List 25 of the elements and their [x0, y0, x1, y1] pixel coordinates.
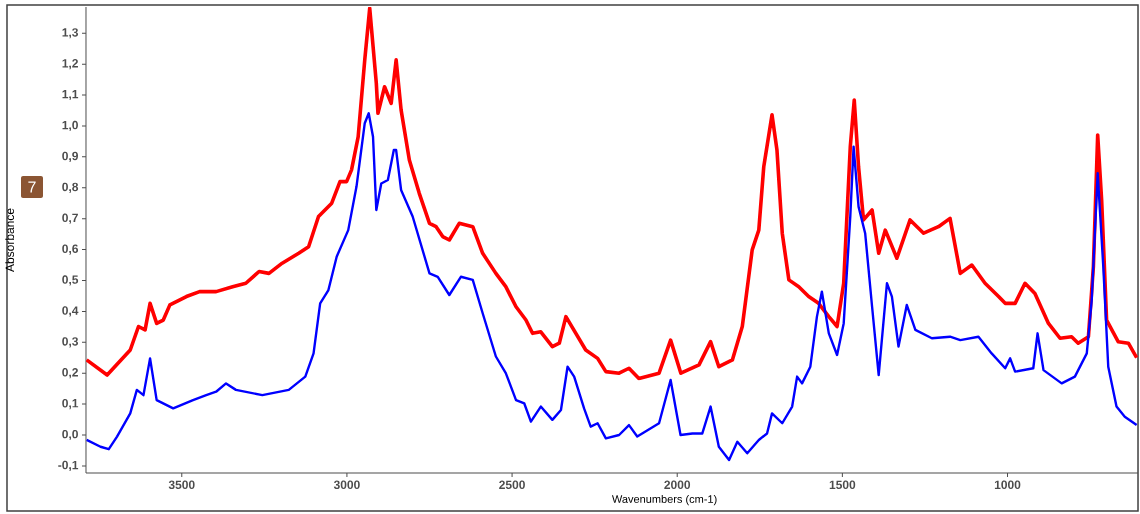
- x-tick-label: 3500: [168, 480, 195, 490]
- x-tick-label: 1500: [829, 480, 856, 490]
- y-tick-label: 0,2: [62, 368, 78, 379]
- y-tick-label: 0,7: [62, 213, 78, 224]
- line-series: [85, 112, 1138, 462]
- x-tick-label: 2500: [499, 480, 525, 490]
- y-tick-label: 0,0: [62, 429, 78, 441]
- y-tick-label: -0,1: [58, 460, 79, 471]
- y-tick-label: 0,4: [62, 306, 79, 317]
- y-tick-label: 0,3: [62, 337, 79, 348]
- x-tick-label: 2000: [664, 480, 691, 490]
- y-tick-label: 1,0: [62, 120, 78, 132]
- x-tick-label: 3000: [333, 480, 360, 490]
- y-tick-label: 1,2: [62, 59, 78, 70]
- y-tick-label: 0,6: [62, 244, 79, 255]
- y-axis-title: Absorbance: [5, 208, 15, 272]
- y-tick-label: 0,1: [62, 398, 79, 410]
- y-tick-label: 0,9: [62, 151, 79, 162]
- y-tick-label: 0,8: [62, 182, 79, 193]
- x-tick-label: 1000: [994, 480, 1021, 490]
- x-axis-title: Wavenumbers (cm-1): [611, 494, 717, 506]
- y-tick-label: 1,3: [62, 28, 79, 39]
- y-tick-label: 0,5: [62, 275, 79, 286]
- y-tick-label: 1,1: [62, 90, 79, 101]
- text: 7: [28, 181, 36, 193]
